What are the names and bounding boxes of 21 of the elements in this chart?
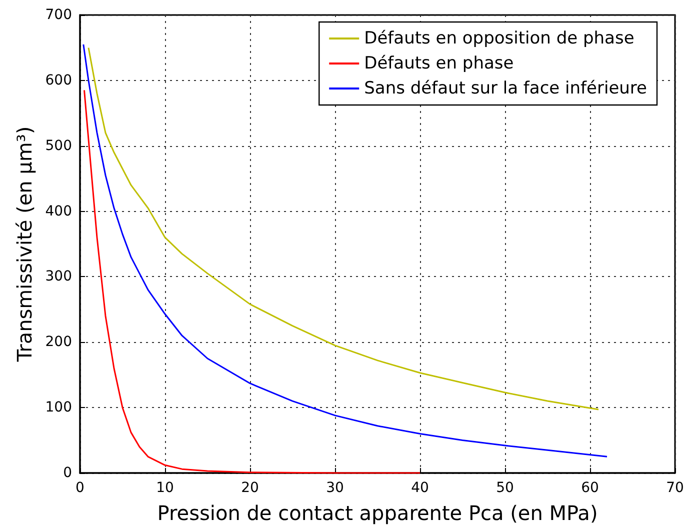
y-tick-label: 400	[45, 203, 72, 220]
legend-label: Défauts en opposition de phase	[364, 28, 634, 48]
x-tick-label: 60	[581, 480, 599, 496]
x-tick-label: 30	[326, 480, 344, 496]
x-tick-label: 50	[496, 480, 514, 496]
legend-label: Sans défaut sur la face inférieure	[364, 78, 648, 98]
y-tick-label: 500	[45, 138, 72, 154]
y-tick-label: 0	[63, 465, 72, 481]
x-tick-label: 40	[411, 480, 429, 496]
y-tick-label: 600	[45, 72, 72, 88]
y-tick-label: 700	[45, 7, 72, 23]
x-tick-label: 0	[76, 480, 84, 496]
y-tick-label: 100	[45, 400, 72, 416]
legend-label: Défauts en phase	[364, 54, 514, 74]
y-tick-label: 200	[45, 334, 72, 350]
y-tick-label: 300	[45, 268, 72, 285]
x-tick-label: 70	[666, 480, 684, 496]
x-tick-label: 20	[241, 480, 259, 496]
y-axis-title: Transmissivité (en µm³)	[12, 126, 36, 363]
x-axis-title: Pression de contact apparente Pca (en MPa)	[157, 501, 598, 525]
x-tick-label: 10	[156, 480, 174, 496]
